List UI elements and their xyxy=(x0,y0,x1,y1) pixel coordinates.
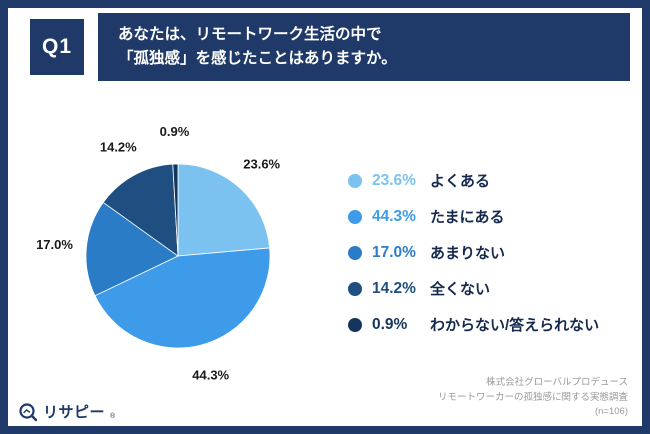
source-sample-size: (n=106) xyxy=(594,406,628,418)
pie-slice-1 xyxy=(94,247,271,349)
pie-slice-0 xyxy=(177,163,271,257)
legend-label: 全くない xyxy=(430,281,491,298)
pie-chart: 23.6% 44.3% 17.0% 14.2% 0.9% xyxy=(36,124,281,383)
question-line-2: 「孤独感」を感じたことはありますか。 xyxy=(118,50,397,68)
legend-dot xyxy=(348,209,362,224)
magnifier-icon xyxy=(19,402,38,421)
legend-item-0: 23.6% よくある xyxy=(348,170,638,191)
legend-item-2: 17.0% あまりない xyxy=(348,242,638,263)
pie-slice-3 xyxy=(102,163,179,257)
legend-dot xyxy=(348,173,362,188)
question-header: Q1 あなたは、リモートワーク生活の中で 「孤独感」を感じたことはありますか。 xyxy=(30,13,630,82)
logo-registered-mark: ® xyxy=(110,413,116,420)
legend-percentage: 23.6% xyxy=(372,171,416,189)
pie-value-label-2: 17.0% xyxy=(36,237,73,252)
chart-legend: 23.6% よくある 44.3% たまにある 17.0% あまりない 14.2% 全くない 0.… xyxy=(348,170,638,350)
pie-value-label-3: 14.2% xyxy=(100,139,137,154)
question-number-badge: Q1 xyxy=(30,19,84,76)
pie-value-label-4: 0.9% xyxy=(160,124,190,139)
legend-percentage: 14.2% xyxy=(372,279,416,297)
pie-value-label-1: 44.3% xyxy=(192,368,229,383)
legend-item-4: 0.9% わからない/答えられない xyxy=(348,314,638,335)
survey-source: 株式会社グローバルプロデュース リモートワーカーの孤独感に関する実態調査 (n=… xyxy=(438,376,628,420)
legend-label: あまりない xyxy=(430,245,506,262)
logo-text: リサピー xyxy=(43,404,106,421)
legend-label: たまにある xyxy=(430,209,505,226)
legend-item-1: 44.3% たまにある xyxy=(348,206,638,227)
source-survey-title: リモートワーカーの孤独感に関する実態調査 xyxy=(437,391,628,403)
legend-label: わからない/答えられない xyxy=(430,317,600,334)
risapi-logo: リサピー ® xyxy=(18,401,115,422)
question-number: Q1 xyxy=(41,35,72,59)
legend-dot xyxy=(348,245,362,260)
question-text-box: あなたは、リモートワーク生活の中で 「孤独感」を感じたことはありますか。 xyxy=(98,13,630,82)
legend-percentage: 17.0% xyxy=(372,243,416,261)
legend-label: よくある xyxy=(430,173,491,190)
legend-dot xyxy=(348,281,362,296)
pie-slice-2 xyxy=(85,201,179,297)
legend-dot xyxy=(348,317,362,332)
legend-item-3: 14.2% 全くない xyxy=(348,278,638,299)
legend-percentage: 0.9% xyxy=(372,315,408,333)
legend-percentage: 44.3% xyxy=(372,207,416,225)
pie-chart-area: 23.6% 44.3% 17.0% 14.2% 0.9% xyxy=(18,104,338,406)
source-company: 株式会社グローバルプロデュース xyxy=(486,376,628,388)
question-line-1: あなたは、リモートワーク生活の中で xyxy=(118,26,382,43)
pie-value-label-0: 23.6% xyxy=(243,157,280,172)
pie-slice-4 xyxy=(172,163,179,257)
